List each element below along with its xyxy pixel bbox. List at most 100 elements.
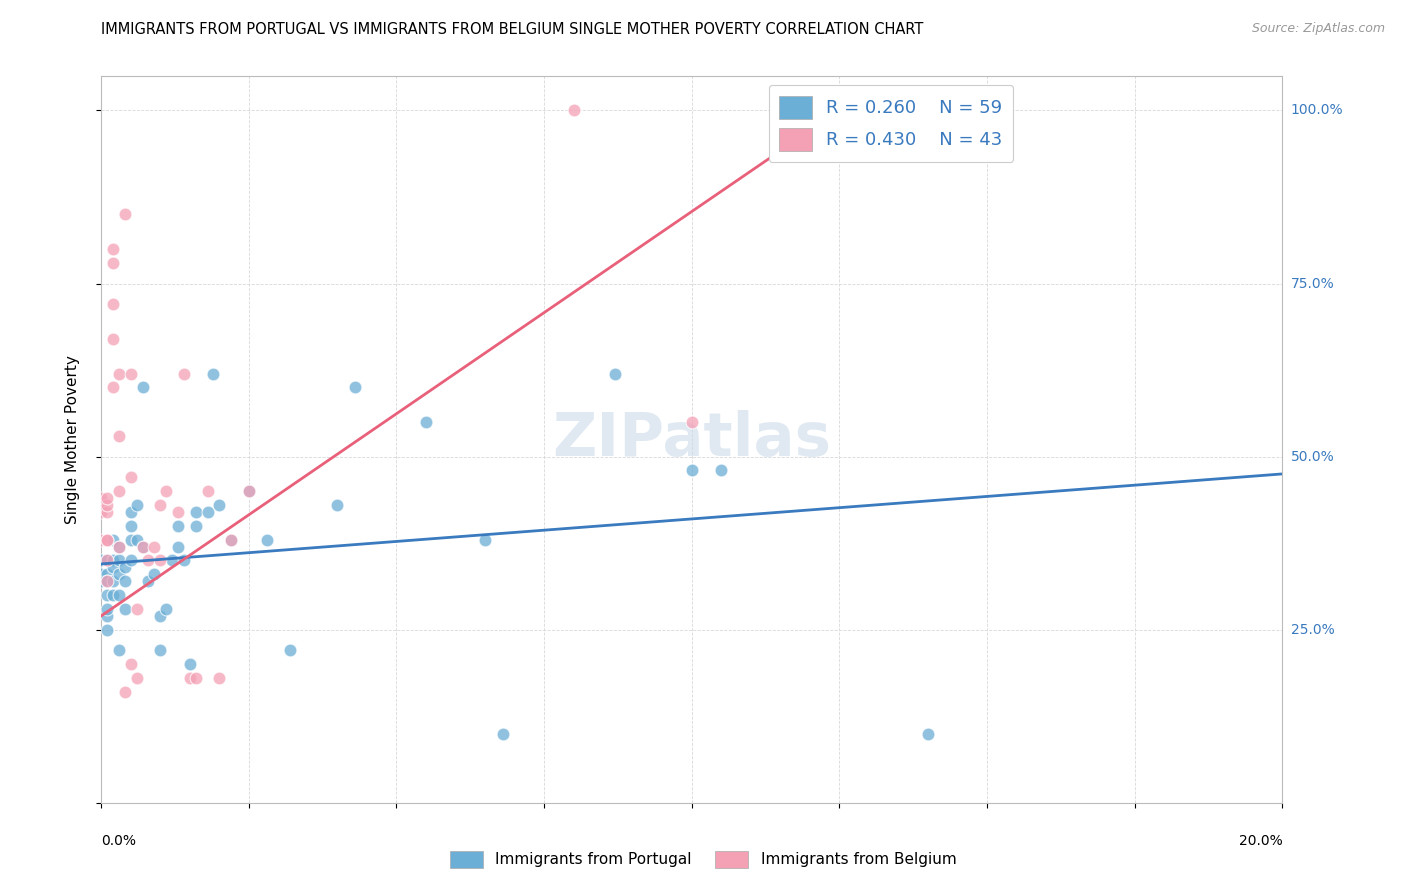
Point bbox=[101, 560, 124, 574]
Text: ZIPatlas: ZIPatlas bbox=[553, 409, 831, 469]
Point bbox=[125, 602, 148, 616]
Point bbox=[681, 463, 703, 477]
Point bbox=[131, 380, 153, 394]
Point bbox=[173, 367, 195, 381]
Point bbox=[120, 657, 142, 672]
Point bbox=[120, 470, 142, 484]
Point bbox=[90, 567, 112, 582]
Point bbox=[202, 367, 225, 381]
Point bbox=[108, 540, 131, 554]
Point bbox=[96, 574, 118, 589]
Point bbox=[96, 553, 118, 567]
Point bbox=[603, 367, 626, 381]
Text: 0.0%: 0.0% bbox=[101, 834, 136, 848]
Point bbox=[167, 519, 190, 533]
Point bbox=[917, 726, 939, 740]
Point bbox=[344, 380, 367, 394]
Point bbox=[114, 207, 136, 221]
Point bbox=[108, 588, 131, 602]
Text: 25.0%: 25.0% bbox=[1291, 623, 1334, 637]
Point bbox=[114, 574, 136, 589]
Point bbox=[120, 367, 142, 381]
Point bbox=[160, 553, 183, 567]
Point bbox=[108, 643, 131, 657]
Point bbox=[167, 540, 190, 554]
Point bbox=[256, 533, 278, 547]
Point bbox=[101, 533, 124, 547]
Point bbox=[90, 491, 112, 505]
Text: IMMIGRANTS FROM PORTUGAL VS IMMIGRANTS FROM BELGIUM SINGLE MOTHER POVERTY CORREL: IMMIGRANTS FROM PORTUGAL VS IMMIGRANTS F… bbox=[101, 22, 924, 37]
Point bbox=[184, 671, 207, 685]
Point bbox=[101, 588, 124, 602]
Point bbox=[114, 602, 136, 616]
Point bbox=[681, 415, 703, 429]
Point bbox=[96, 623, 118, 637]
Text: Source: ZipAtlas.com: Source: ZipAtlas.com bbox=[1251, 22, 1385, 36]
Point bbox=[179, 657, 201, 672]
Point bbox=[101, 256, 124, 270]
Point bbox=[219, 533, 242, 547]
Point bbox=[114, 560, 136, 574]
Point bbox=[108, 540, 131, 554]
Point bbox=[101, 332, 124, 346]
Point bbox=[90, 553, 112, 567]
Point bbox=[278, 643, 301, 657]
Point bbox=[149, 608, 172, 623]
Point bbox=[143, 567, 166, 582]
Point bbox=[125, 498, 148, 512]
Text: 50.0%: 50.0% bbox=[1291, 450, 1334, 464]
Point bbox=[125, 533, 148, 547]
Text: 20.0%: 20.0% bbox=[1239, 834, 1282, 848]
Point bbox=[197, 484, 219, 499]
Point bbox=[149, 498, 172, 512]
Point bbox=[108, 567, 131, 582]
Point bbox=[238, 484, 260, 499]
Point bbox=[149, 553, 172, 567]
Text: 100.0%: 100.0% bbox=[1291, 103, 1343, 118]
Point bbox=[125, 671, 148, 685]
Point bbox=[96, 608, 118, 623]
Point bbox=[238, 484, 260, 499]
Y-axis label: Single Mother Poverty: Single Mother Poverty bbox=[66, 355, 80, 524]
Point bbox=[155, 484, 177, 499]
Point bbox=[208, 498, 231, 512]
Point bbox=[184, 505, 207, 519]
Point bbox=[90, 505, 112, 519]
Point bbox=[197, 505, 219, 519]
Point bbox=[96, 498, 118, 512]
Point bbox=[101, 553, 124, 567]
Point bbox=[108, 367, 131, 381]
Point bbox=[96, 533, 118, 547]
Point bbox=[120, 533, 142, 547]
Point bbox=[138, 574, 160, 589]
Point bbox=[90, 498, 112, 512]
Point bbox=[101, 380, 124, 394]
Point bbox=[96, 505, 118, 519]
Point bbox=[108, 429, 131, 443]
Point bbox=[108, 484, 131, 499]
Legend: Immigrants from Portugal, Immigrants from Belgium: Immigrants from Portugal, Immigrants fro… bbox=[443, 845, 963, 873]
Legend: R = 0.260    N = 59, R = 0.430    N = 43: R = 0.260 N = 59, R = 0.430 N = 43 bbox=[769, 85, 1014, 162]
Point bbox=[120, 519, 142, 533]
Point bbox=[143, 540, 166, 554]
Point bbox=[114, 685, 136, 699]
Point bbox=[101, 574, 124, 589]
Point bbox=[101, 297, 124, 311]
Point bbox=[120, 505, 142, 519]
Point bbox=[96, 567, 118, 582]
Point bbox=[184, 519, 207, 533]
Point bbox=[131, 540, 153, 554]
Point bbox=[710, 463, 733, 477]
Point bbox=[96, 574, 118, 589]
Point bbox=[219, 533, 242, 547]
Point bbox=[90, 574, 112, 589]
Point bbox=[138, 553, 160, 567]
Point bbox=[96, 602, 118, 616]
Point bbox=[120, 553, 142, 567]
Point bbox=[173, 553, 195, 567]
Point bbox=[108, 553, 131, 567]
Point bbox=[96, 533, 118, 547]
Point bbox=[131, 540, 153, 554]
Point bbox=[326, 498, 349, 512]
Point bbox=[96, 491, 118, 505]
